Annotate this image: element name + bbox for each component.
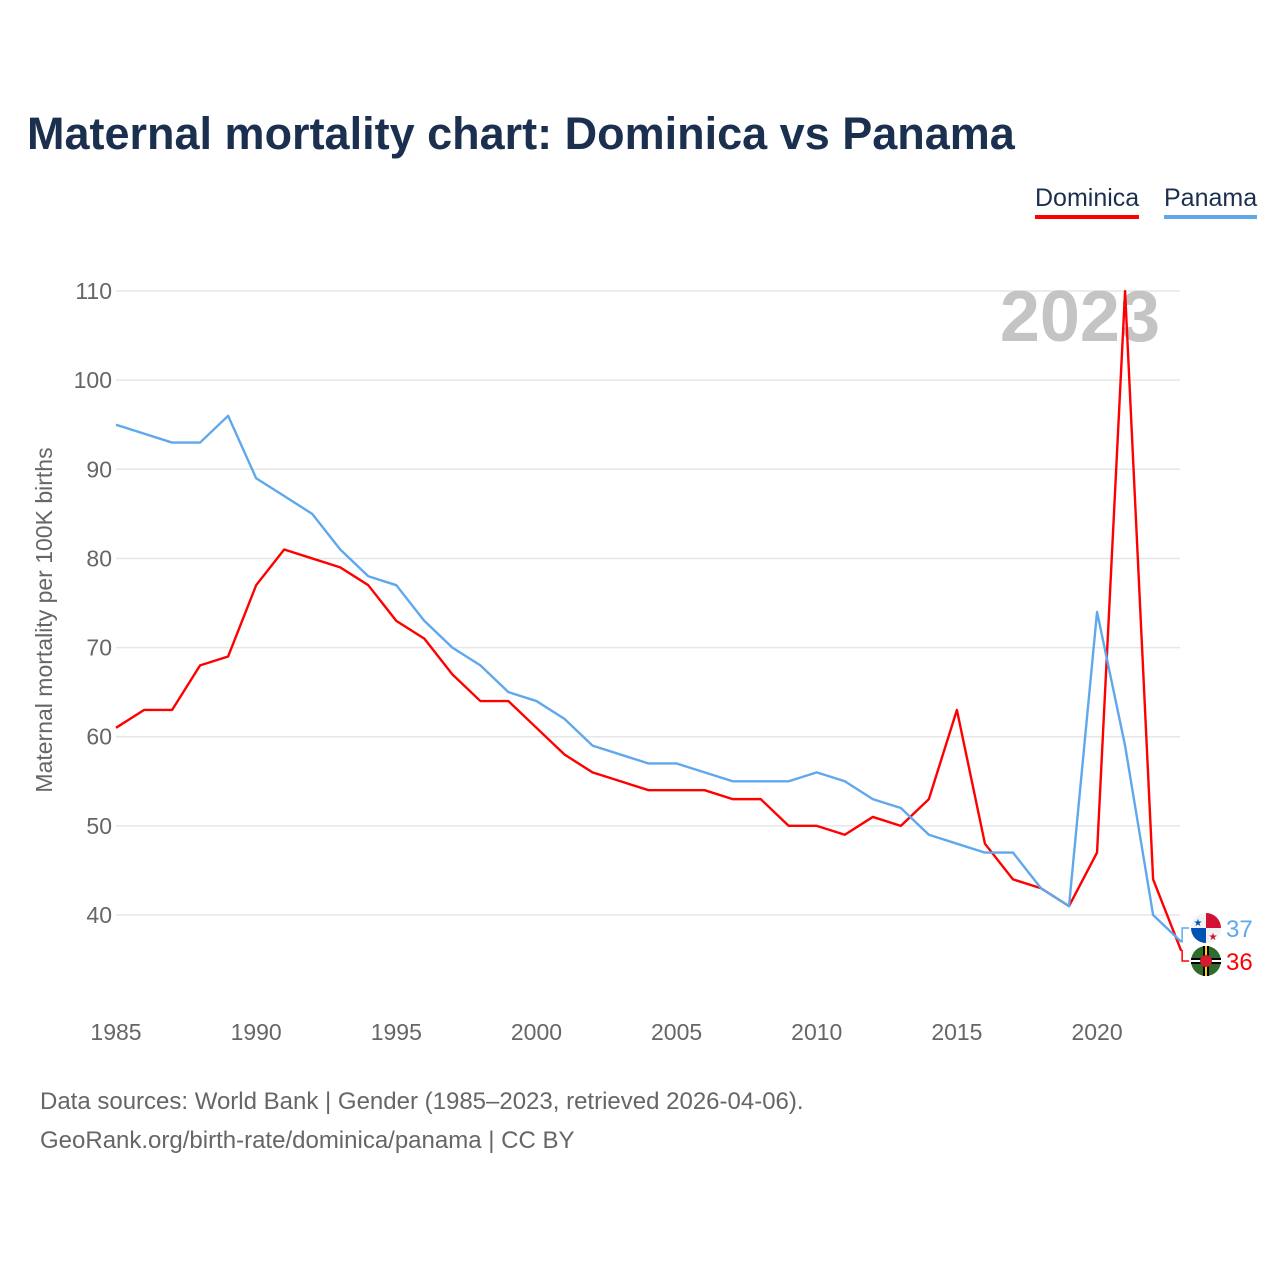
- y-tick-label: 90: [86, 456, 112, 482]
- y-tick-label: 60: [86, 724, 112, 750]
- flag-quarter: [1206, 913, 1221, 928]
- y-axis-label: Maternal mortality per 100K births: [31, 447, 57, 792]
- x-tick-label: 2015: [931, 1019, 982, 1045]
- y-tick-label: 40: [86, 902, 112, 928]
- end-connector: [1181, 927, 1190, 943]
- end-value-label: 37: [1226, 916, 1253, 943]
- series-line-dominica: [115, 289, 1183, 952]
- flag-star: ★: [1209, 932, 1218, 943]
- series-line-panama: [115, 414, 1182, 943]
- y-tick-label: 110: [75, 278, 112, 304]
- footer-link[interactable]: GeoRank.org/birth-rate/dominica/panama |…: [40, 1127, 575, 1154]
- flag-disc: [1200, 955, 1212, 967]
- end-connector: [1181, 949, 1190, 962]
- flag-quarter: [1191, 928, 1206, 943]
- y-tick-label: 70: [86, 635, 112, 661]
- end-value-label: 36: [1226, 949, 1253, 976]
- flag-star: ★: [1194, 918, 1203, 929]
- x-tick-label: 1995: [371, 1019, 422, 1045]
- year-watermark: 2023: [1000, 277, 1160, 357]
- x-tick-label: 2010: [791, 1019, 842, 1045]
- x-tick-label: 1985: [90, 1019, 141, 1045]
- y-tick-label: 50: [86, 813, 112, 839]
- x-tick-label: 1990: [231, 1019, 282, 1045]
- y-tick-label: 100: [74, 367, 112, 393]
- x-tick-label: 2000: [511, 1019, 562, 1045]
- legend-panama[interactable]: Panama: [1164, 184, 1258, 219]
- footer-sources: Data sources: World Bank | Gender (1985–…: [40, 1088, 804, 1115]
- y-tick-label: 80: [86, 545, 112, 571]
- x-tick-label: 2020: [1071, 1019, 1122, 1045]
- x-tick-label: 2005: [651, 1019, 702, 1045]
- legend-dominica[interactable]: Dominica: [1035, 184, 1140, 219]
- chart-title: Maternal mortality chart: Dominica vs Pa…: [27, 108, 1015, 159]
